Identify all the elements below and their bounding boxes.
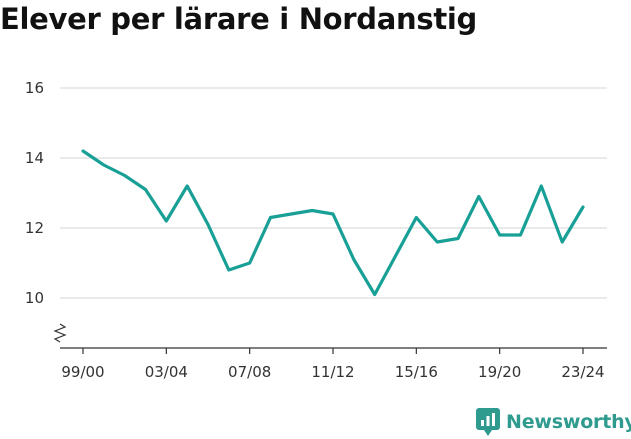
chart-title: Elever per lärare i Nordanstig — [0, 2, 477, 36]
gridlines — [60, 87, 607, 299]
x-tick-label: 19/20 — [478, 363, 521, 381]
x-axis-labels: 99/00 03/04 07/08 11/12 15/16 19/20 23/24 — [61, 363, 604, 381]
x-tick-label: 11/12 — [311, 363, 354, 381]
newsworthy-logo-icon — [476, 408, 500, 436]
x-tick-label: 15/16 — [395, 363, 438, 381]
y-tick-label: 10 — [25, 289, 44, 307]
x-tick-label: 07/08 — [228, 363, 271, 381]
x-tick-label: 03/04 — [145, 363, 188, 381]
x-axis — [53, 323, 607, 354]
x-tick-label: 99/00 — [61, 363, 104, 381]
series-line — [81, 149, 585, 297]
y-tick-label: 14 — [25, 149, 44, 167]
brand-name: Newsworthy — [506, 411, 631, 433]
y-tick-label: 16 — [25, 79, 44, 97]
y-tick-label: 12 — [25, 219, 44, 237]
series-group — [81, 149, 585, 297]
axis-break-icon — [53, 323, 67, 343]
brand-logo[interactable]: Newsworthy — [476, 408, 631, 436]
y-axis-labels: 10 12 14 16 — [25, 79, 44, 307]
x-tick-label: 23/24 — [561, 363, 604, 381]
